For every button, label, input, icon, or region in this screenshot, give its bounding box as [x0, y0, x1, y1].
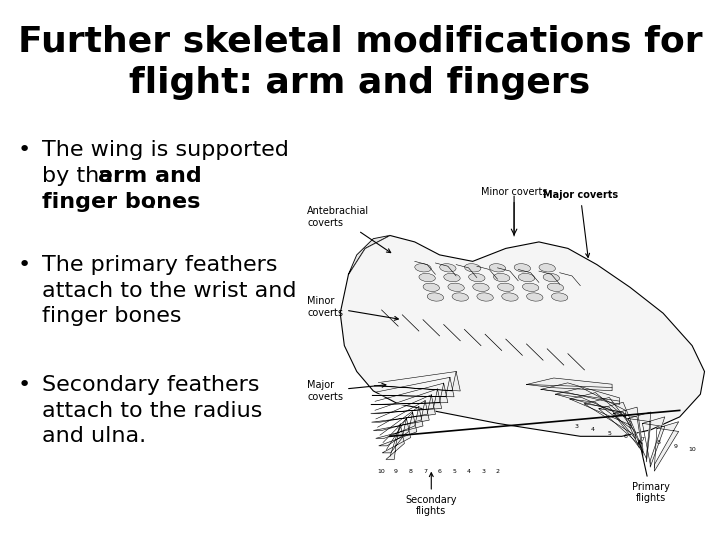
- Text: Secondary
flights: Secondary flights: [405, 472, 457, 516]
- Text: 2: 2: [495, 469, 500, 475]
- Text: 10: 10: [688, 447, 696, 452]
- Polygon shape: [371, 383, 448, 404]
- Text: 4: 4: [467, 469, 471, 475]
- Ellipse shape: [419, 273, 436, 282]
- Ellipse shape: [502, 293, 518, 301]
- Ellipse shape: [514, 264, 531, 272]
- Polygon shape: [372, 395, 436, 422]
- Ellipse shape: [543, 273, 559, 282]
- Polygon shape: [340, 235, 704, 436]
- Ellipse shape: [452, 293, 469, 301]
- Polygon shape: [628, 412, 651, 462]
- Polygon shape: [371, 389, 441, 414]
- Polygon shape: [585, 397, 636, 439]
- Text: Major coverts: Major coverts: [543, 190, 618, 258]
- Text: 9: 9: [394, 469, 398, 475]
- Text: The primary feathers
attach to the wrist and
finger bones: The primary feathers attach to the wrist…: [42, 255, 297, 326]
- Text: The wing is supported: The wing is supported: [42, 140, 289, 160]
- Ellipse shape: [473, 283, 489, 292]
- Text: by the: by the: [42, 166, 120, 186]
- Polygon shape: [613, 407, 643, 455]
- Text: 8: 8: [409, 469, 413, 475]
- Text: 5: 5: [452, 469, 456, 475]
- Polygon shape: [526, 378, 612, 391]
- Text: Minor coverts: Minor coverts: [481, 187, 547, 236]
- Ellipse shape: [539, 264, 555, 272]
- Text: Minor
coverts: Minor coverts: [307, 296, 398, 320]
- Text: •: •: [18, 255, 31, 275]
- Text: 5: 5: [608, 430, 611, 436]
- Polygon shape: [382, 418, 410, 453]
- Text: 7: 7: [640, 437, 644, 442]
- Text: arm and: arm and: [98, 166, 202, 186]
- Polygon shape: [654, 422, 679, 471]
- Text: 10: 10: [378, 469, 385, 475]
- Polygon shape: [374, 372, 460, 391]
- Ellipse shape: [477, 293, 493, 301]
- Ellipse shape: [448, 283, 464, 292]
- Ellipse shape: [518, 273, 535, 282]
- Polygon shape: [372, 377, 454, 397]
- Polygon shape: [570, 393, 631, 429]
- Text: Major
coverts: Major coverts: [307, 380, 386, 402]
- Ellipse shape: [444, 273, 460, 282]
- Ellipse shape: [440, 264, 456, 272]
- Polygon shape: [386, 424, 405, 460]
- Text: finger bones: finger bones: [42, 192, 200, 212]
- Ellipse shape: [469, 273, 485, 282]
- Ellipse shape: [490, 264, 505, 272]
- Text: •: •: [18, 375, 31, 395]
- Text: Primary
flights: Primary flights: [631, 440, 670, 503]
- Text: •: •: [18, 140, 31, 160]
- Text: 8: 8: [657, 440, 661, 445]
- Polygon shape: [374, 401, 429, 430]
- Ellipse shape: [493, 273, 510, 282]
- Text: 4: 4: [590, 427, 595, 433]
- Polygon shape: [379, 413, 417, 446]
- Polygon shape: [376, 407, 423, 438]
- Ellipse shape: [464, 264, 481, 272]
- Ellipse shape: [427, 293, 444, 301]
- Text: .: .: [149, 192, 156, 212]
- Ellipse shape: [423, 283, 439, 292]
- Ellipse shape: [498, 283, 514, 292]
- Text: 3: 3: [481, 469, 485, 475]
- Text: 6: 6: [438, 469, 441, 475]
- Ellipse shape: [526, 293, 543, 301]
- Text: Antebrachial
coverts: Antebrachial coverts: [307, 206, 391, 253]
- Polygon shape: [541, 383, 620, 404]
- Ellipse shape: [523, 283, 539, 292]
- Ellipse shape: [552, 293, 568, 301]
- Text: 6: 6: [624, 434, 628, 439]
- Polygon shape: [348, 235, 390, 274]
- Text: 7: 7: [423, 469, 427, 475]
- Text: Secondary feathers
attach to the radius
and ulna.: Secondary feathers attach to the radius …: [42, 375, 262, 446]
- Text: 3: 3: [574, 424, 578, 429]
- Polygon shape: [642, 417, 665, 467]
- Text: 9: 9: [673, 443, 678, 449]
- Ellipse shape: [415, 264, 431, 272]
- Ellipse shape: [547, 283, 564, 292]
- Polygon shape: [599, 402, 639, 448]
- Text: Further skeletal modifications for
flight: arm and fingers: Further skeletal modifications for fligh…: [18, 25, 702, 100]
- Polygon shape: [556, 388, 626, 417]
